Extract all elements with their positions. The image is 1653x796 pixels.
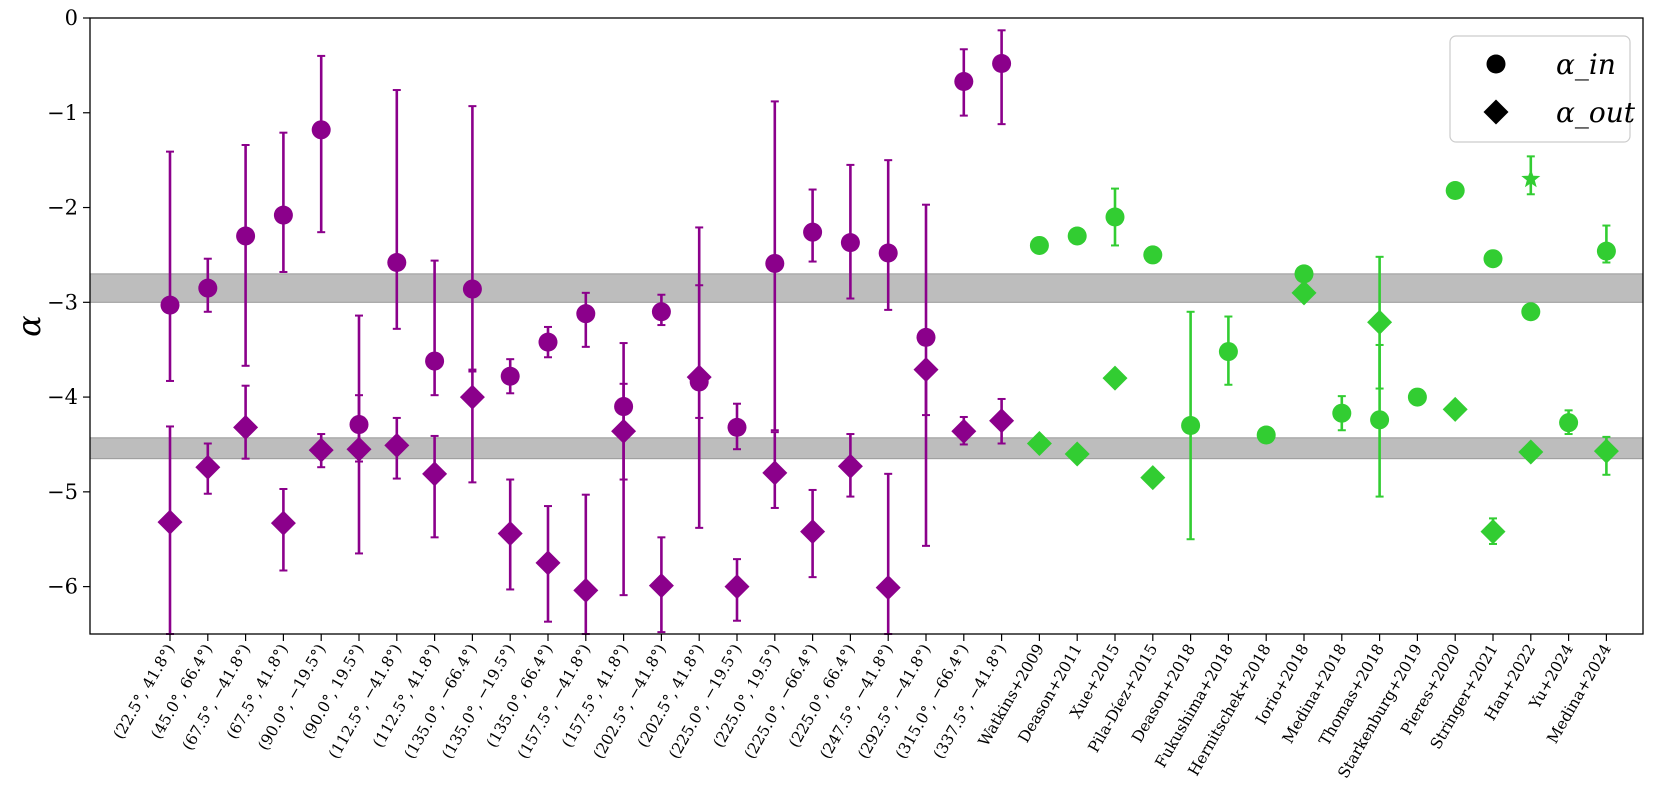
alpha-out-point — [800, 519, 826, 545]
alpha-in-point — [1370, 410, 1390, 430]
alpha-out-point — [497, 521, 523, 547]
y-tick-label: −1 — [47, 101, 78, 125]
alpha-in-point — [954, 71, 974, 91]
alpha-in-point — [1105, 207, 1125, 227]
alpha-out-point — [648, 573, 674, 599]
alpha-in-point — [614, 397, 634, 417]
alpha-in-point — [425, 351, 445, 371]
alpha-out-point — [989, 408, 1015, 434]
alpha-out-point — [195, 454, 221, 480]
alpha-out-point — [1367, 309, 1393, 335]
alpha-out-point — [1064, 441, 1090, 467]
alpha-in-point — [1256, 425, 1276, 445]
alpha-out-point — [459, 384, 485, 410]
alpha-out-point — [1026, 431, 1052, 457]
alpha-in-point — [500, 366, 520, 386]
y-tick-label: −5 — [47, 480, 78, 504]
alpha-in-point — [840, 233, 860, 253]
alpha-in-point — [1029, 235, 1049, 255]
alpha-in-point — [651, 302, 671, 322]
alpha-out-point — [611, 418, 637, 444]
alpha-in-point — [878, 243, 898, 263]
y-tick-label: −2 — [47, 196, 78, 220]
y-axis-label: α — [10, 315, 48, 337]
alpha-out-point — [762, 460, 788, 486]
alpha-in-point — [462, 279, 482, 299]
alpha-in-point — [273, 205, 293, 225]
alpha-in-point — [311, 120, 331, 140]
alpha-in-point — [198, 278, 218, 298]
alpha-in-point — [160, 295, 180, 315]
alpha-in-point — [1181, 416, 1201, 436]
y-axis: 0 −1 −2 −3 −4 −5 −6 — [47, 6, 90, 599]
alpha-out-point — [1593, 438, 1619, 464]
alpha-in-point — [236, 226, 256, 246]
alpha-out-point — [913, 357, 939, 383]
alpha-in-point — [992, 53, 1012, 73]
legend-diamond-marker — [1483, 99, 1509, 125]
y-tick-label: 0 — [65, 6, 78, 30]
alpha-out-point — [1291, 280, 1317, 306]
legend: α_in α_out — [1449, 35, 1636, 143]
x-axis: (22.5°, 41.8°)(45.0°, 66.4°)(67.5°, −41.… — [110, 634, 1615, 781]
alpha-in-point — [1483, 249, 1503, 269]
legend-circle-marker — [1486, 54, 1506, 74]
alpha-in-point — [1407, 387, 1427, 407]
alpha-in-point — [916, 327, 936, 347]
alpha-out-point — [837, 453, 863, 479]
y-tick-label: −6 — [47, 575, 78, 599]
alpha-out-point — [346, 436, 372, 462]
alpha-in-point — [1559, 413, 1579, 433]
alpha-out-point — [1480, 519, 1506, 545]
alpha-out-point — [1102, 365, 1128, 391]
alpha-in-point — [387, 253, 407, 273]
plot-frame — [89, 17, 1644, 635]
legend-label: α_out — [1556, 96, 1636, 129]
alpha-in-point — [1596, 241, 1616, 261]
data-marks — [157, 29, 1619, 635]
alpha-out-point — [308, 437, 334, 463]
alpha-out-point — [1442, 396, 1468, 422]
alpha-in-point — [538, 332, 558, 352]
alpha-in-point — [1332, 403, 1352, 423]
alpha-in-point — [765, 253, 785, 273]
alpha-out-point — [422, 461, 448, 487]
y-tick-label: −3 — [47, 290, 78, 314]
alpha-out-point — [573, 577, 599, 603]
alpha-in-point — [1143, 245, 1163, 265]
alpha-out-point — [951, 418, 977, 444]
alpha-out-point — [384, 432, 410, 458]
alpha-in-point — [1067, 226, 1087, 246]
alpha-out-point — [157, 509, 183, 535]
alpha-in-point — [727, 417, 747, 437]
alpha-out-point — [1140, 465, 1166, 491]
reference-bands — [89, 273, 1644, 460]
alpha-in-point — [576, 304, 596, 324]
legend-label: α_in — [1556, 48, 1616, 81]
alpha-in-point — [1294, 264, 1314, 284]
alpha-in-point — [349, 415, 369, 435]
alpha-out-point — [233, 414, 259, 440]
alpha-in-point — [1218, 342, 1238, 362]
alpha-in-point — [803, 222, 823, 242]
alpha-star-point — [1521, 169, 1541, 188]
alpha-in-point — [689, 372, 709, 392]
alpha-out-point — [535, 550, 561, 576]
alpha-out-point — [1518, 439, 1544, 465]
alpha-in-point — [1445, 180, 1465, 200]
reference-band-1 — [89, 273, 1644, 303]
alpha-out-point — [724, 574, 750, 600]
alpha-in-point — [1521, 302, 1541, 322]
alpha-out-point — [270, 510, 296, 536]
alpha-out-point — [875, 575, 901, 601]
y-tick-label: −4 — [47, 385, 78, 409]
